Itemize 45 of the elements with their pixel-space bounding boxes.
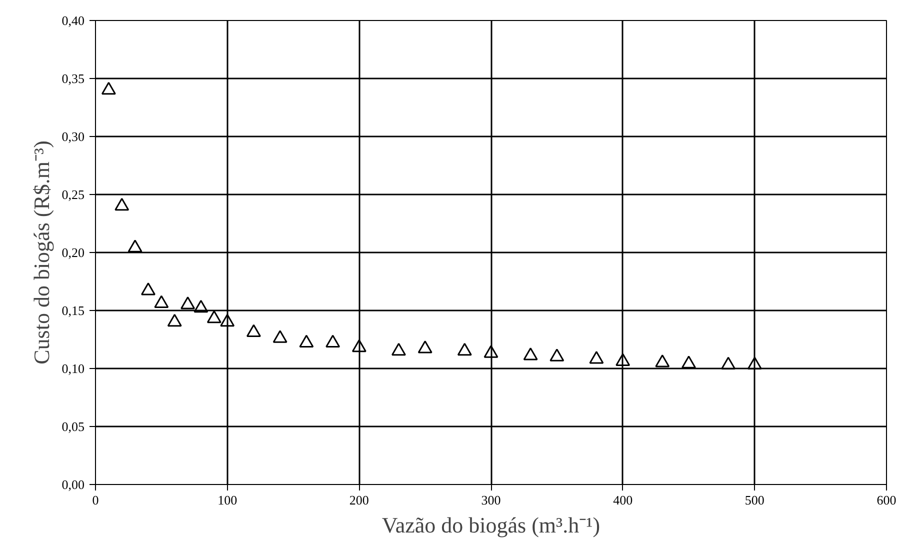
point bbox=[194, 300, 208, 313]
point bbox=[457, 342, 472, 356]
y-axis-title: Custo do biogás (R$.m⁻³) bbox=[28, 140, 54, 364]
point bbox=[589, 350, 604, 364]
x-tick-label: 200 bbox=[349, 492, 369, 508]
point bbox=[246, 324, 261, 338]
point bbox=[206, 310, 222, 324]
point bbox=[326, 334, 340, 348]
point bbox=[418, 340, 432, 354]
y-tick-label: 0,40 bbox=[62, 13, 84, 28]
y-tick-label: 0,30 bbox=[62, 129, 84, 144]
point bbox=[616, 353, 630, 366]
point bbox=[721, 356, 736, 370]
point bbox=[550, 348, 564, 362]
x-tick-label: 0 bbox=[92, 492, 99, 508]
y-tick-label: 0,20 bbox=[62, 245, 84, 260]
x-tick-label: 600 bbox=[876, 492, 896, 508]
y-tick-label: 0,35 bbox=[62, 71, 84, 86]
point bbox=[655, 354, 670, 368]
point bbox=[272, 330, 288, 343]
point bbox=[747, 356, 762, 370]
x-tick-label: 400 bbox=[613, 492, 633, 508]
point bbox=[484, 345, 498, 358]
point bbox=[167, 314, 182, 327]
y-tick-label: 0,00 bbox=[62, 477, 84, 492]
point bbox=[140, 282, 156, 296]
point bbox=[391, 342, 406, 356]
y-tick-label: 0,25 bbox=[62, 187, 84, 202]
point bbox=[682, 356, 696, 368]
y-tick-label: 0,15 bbox=[62, 303, 84, 318]
point bbox=[352, 339, 366, 352]
x-tick-label: 100 bbox=[218, 492, 238, 508]
x-tick-label: 300 bbox=[481, 492, 501, 508]
point bbox=[101, 82, 116, 95]
y-tick-label: 0,05 bbox=[62, 419, 84, 434]
point bbox=[180, 296, 196, 310]
point bbox=[128, 240, 142, 252]
x-axis-title: Vazão do biogás (m³.h⁻¹) bbox=[382, 512, 600, 538]
point bbox=[523, 347, 538, 360]
point bbox=[220, 314, 235, 327]
y-tick-label: 0,10 bbox=[62, 361, 84, 376]
point bbox=[299, 334, 314, 348]
point bbox=[154, 295, 169, 308]
point bbox=[114, 198, 130, 211]
x-tick-label: 500 bbox=[744, 492, 764, 508]
